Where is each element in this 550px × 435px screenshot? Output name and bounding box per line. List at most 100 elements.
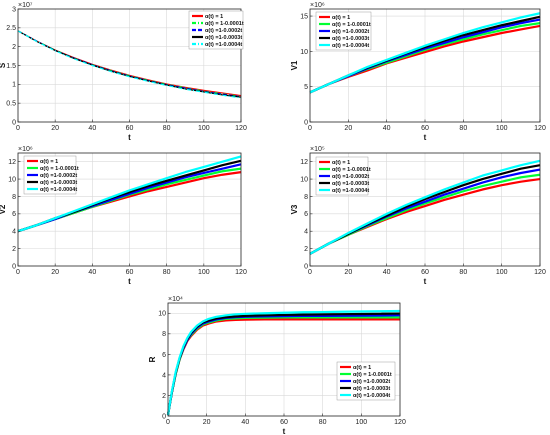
y-tick-label: 0 xyxy=(162,413,166,420)
y-tick-label: 2 xyxy=(12,44,16,51)
y-tick-label: 8 xyxy=(304,194,308,201)
legend-label: α(t) = 1-0.0001t xyxy=(40,166,79,172)
x-tick-label: 120 xyxy=(534,269,546,276)
y-tick-label: 12 xyxy=(300,159,308,166)
y-axis-label: S xyxy=(0,62,7,68)
x-tick-label: 0 xyxy=(308,269,312,276)
legend-label: α(t) = 1-0.0001t xyxy=(332,167,371,173)
legend-label: α(t) =1-0.0004t xyxy=(40,187,77,193)
x-tick-label: 20 xyxy=(51,125,59,132)
x-tick-label: 120 xyxy=(235,125,247,132)
x-tick-label: 60 xyxy=(421,269,429,276)
x-tick-label: 100 xyxy=(198,125,210,132)
x-tick-label: 80 xyxy=(459,125,467,132)
legend-label: α(t) =1-0.0004t xyxy=(353,393,390,399)
legend-label: α(t) = 1 xyxy=(353,365,371,371)
y-tick-label: 0 xyxy=(12,119,16,126)
x-tick-label: 100 xyxy=(198,269,210,276)
axis-exponent: ×10⁷ xyxy=(18,2,33,9)
x-axis-label: t xyxy=(128,133,131,142)
legend-label: α(t) =1-0.0003t xyxy=(332,181,369,187)
legend-label: α(t) =1-0.0002t xyxy=(40,173,77,179)
legend-label: α(t) =1-0.0002t xyxy=(332,29,369,35)
series-line-cyan xyxy=(17,155,242,233)
x-tick-label: 40 xyxy=(383,125,391,132)
y-tick-label: 2 xyxy=(304,246,308,253)
y-tick-label: 15 xyxy=(300,13,308,20)
x-tick-label: 60 xyxy=(126,269,134,276)
x-tick-label: 0 xyxy=(16,125,20,132)
x-tick-label: 40 xyxy=(88,125,96,132)
x-tick-label: 80 xyxy=(319,419,327,426)
x-tick-label: 0 xyxy=(16,269,20,276)
y-tick-label: 6 xyxy=(12,211,16,218)
panel-s: 0 20 40 60 80 100 120 0 0.5 1 1.5 2 2.5 3 t S ×10⁷ α(t) =… xyxy=(0,2,247,142)
legend-label: α(t) =1-0.0002t xyxy=(205,28,242,34)
y-tick-label: 10 xyxy=(8,176,16,183)
series-line-cyan xyxy=(309,12,541,94)
series-line-cyan xyxy=(17,30,242,99)
y-tick-label: 0.5 xyxy=(6,101,16,108)
y-tick-label: 0 xyxy=(12,263,16,270)
y-axis-label: V3 xyxy=(290,204,299,214)
x-tick-label: 100 xyxy=(496,125,508,132)
legend-label: α(t) = 1 xyxy=(205,14,223,20)
x-tick-label: 20 xyxy=(203,419,211,426)
x-tick-label: 60 xyxy=(421,125,429,132)
x-tick-label: 40 xyxy=(241,419,249,426)
x-tick-label: 80 xyxy=(163,269,171,276)
x-tick-label: 80 xyxy=(459,269,467,276)
legend-label: α(t) =1-0.0002t xyxy=(353,379,390,385)
y-axis-label: V2 xyxy=(0,204,7,214)
x-axis-label: t xyxy=(424,277,427,286)
x-tick-label: 40 xyxy=(88,269,96,276)
y-tick-label: 1.5 xyxy=(6,63,16,70)
axis-exponent: ×10⁵ xyxy=(310,146,325,153)
y-axis-label: V1 xyxy=(290,60,299,70)
axis-exponent: ×10⁶ xyxy=(310,2,325,9)
legend-label: α(t) =1-0.0004t xyxy=(332,188,369,194)
y-tick-label: 4 xyxy=(12,229,16,236)
legend-label: α(t) =1-0.0003t xyxy=(205,35,242,41)
x-tick-label: 100 xyxy=(496,269,508,276)
legend-label: α(t) =1-0.0003t xyxy=(40,180,77,186)
legend-label: α(t) = 1 xyxy=(40,159,58,165)
legend-label: α(t) = 1-0.0001t xyxy=(353,372,392,378)
y-tick-label: 0 xyxy=(304,263,308,270)
y-tick-label: 2 xyxy=(12,246,16,253)
y-tick-label: 8 xyxy=(162,331,166,338)
y-tick-label: 2.5 xyxy=(6,25,16,32)
series-line-cyan xyxy=(166,309,401,416)
legend-label: α(t) = 1-0.0001t xyxy=(332,22,371,28)
legend-label: α(t) = 1 xyxy=(332,160,350,166)
x-tick-label: 40 xyxy=(383,269,391,276)
x-tick-label: 120 xyxy=(534,125,546,132)
x-tick-label: 20 xyxy=(344,269,352,276)
y-tick-label: 4 xyxy=(162,372,166,379)
y-axis-label: R xyxy=(148,356,157,362)
x-tick-label: 100 xyxy=(355,419,367,426)
x-tick-label: 20 xyxy=(51,269,59,276)
legend-label: α(t) =1-0.0002t xyxy=(332,174,369,180)
x-tick-label: 60 xyxy=(126,125,134,132)
x-axis-label: t xyxy=(128,277,131,286)
y-tick-label: 6 xyxy=(162,352,166,359)
legend-label: α(t) =1-0.0004t xyxy=(205,42,242,48)
x-tick-label: 120 xyxy=(235,269,247,276)
y-tick-label: 5 xyxy=(304,84,308,91)
legend-label: α(t) =1-0.0003t xyxy=(353,386,390,392)
x-tick-label: 0 xyxy=(166,419,170,426)
y-tick-label: 10 xyxy=(158,311,166,318)
x-axis-label: t xyxy=(283,427,286,435)
y-tick-label: 8 xyxy=(12,194,16,201)
y-tick-label: 10 xyxy=(300,176,308,183)
x-tick-label: 20 xyxy=(344,125,352,132)
